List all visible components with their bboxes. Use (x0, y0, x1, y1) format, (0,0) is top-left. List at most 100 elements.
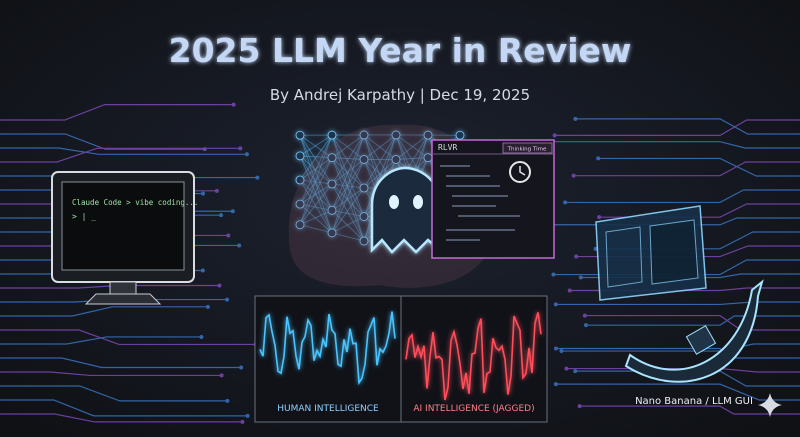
decor (331, 134, 365, 217)
decor (0, 336, 202, 345)
decor (331, 157, 365, 217)
decor (299, 203, 333, 211)
decor (299, 135, 333, 211)
decor (555, 383, 800, 401)
decor (578, 275, 583, 280)
decor (395, 157, 429, 160)
decor (327, 179, 337, 189)
decor (219, 373, 224, 378)
decor (553, 382, 558, 387)
decor (237, 243, 242, 248)
decor (584, 314, 800, 331)
decor (331, 209, 365, 217)
decor (239, 365, 244, 370)
decor (299, 179, 333, 211)
decor (200, 268, 205, 273)
decor (0, 385, 228, 402)
sparkle-icon (758, 393, 782, 417)
decor (0, 147, 241, 163)
decor (299, 183, 333, 226)
decor (579, 405, 800, 415)
decor (295, 151, 305, 161)
decor (299, 155, 333, 211)
decor (363, 134, 397, 160)
decor (225, 398, 230, 403)
decor (327, 153, 337, 163)
decor (299, 155, 333, 159)
decor (331, 187, 365, 211)
decor (391, 130, 401, 140)
ghost (370, 166, 442, 254)
panel-badge: Thinking Time (507, 147, 547, 153)
intelligence-chart: HUMAN INTELLIGENCE AI INTELLIGENCE (JAGG… (254, 295, 548, 423)
decor (0, 104, 234, 121)
decor (331, 232, 365, 242)
decor (0, 133, 205, 150)
decor (331, 187, 365, 234)
decor (359, 130, 369, 140)
decor (299, 135, 333, 234)
decor (331, 134, 365, 160)
decor (582, 313, 587, 318)
decor (331, 183, 365, 242)
decor (217, 283, 222, 288)
decor (255, 175, 260, 180)
decor (205, 304, 210, 309)
decor (573, 116, 578, 121)
decor (327, 228, 337, 238)
decor (299, 157, 333, 225)
byline: By Andrej Karpathy | Dec 19, 2025 (270, 86, 530, 104)
decor (359, 155, 369, 164)
decor (567, 288, 572, 293)
decor (573, 161, 800, 177)
decor (238, 146, 243, 151)
decor (331, 134, 365, 185)
decor (299, 134, 333, 158)
decor (327, 130, 337, 140)
decor (574, 254, 579, 259)
decor (583, 323, 588, 328)
decor (295, 220, 305, 230)
decor (597, 215, 602, 220)
decor (299, 179, 333, 185)
decor (299, 134, 333, 181)
decor (331, 134, 365, 158)
decor (359, 183, 369, 193)
terminal-monitor: Claude Code > vibe coding... > | _ (51, 171, 198, 305)
decor (0, 413, 243, 423)
decor (571, 173, 576, 178)
decor (295, 199, 305, 209)
decor (231, 102, 236, 107)
decor (555, 301, 800, 306)
decor (363, 134, 397, 217)
banana (624, 279, 764, 383)
decor (199, 334, 204, 339)
right-label: AI INTELLIGENCE (JAGGED) (413, 404, 534, 414)
terminal-cursor: > | _ (72, 212, 96, 221)
title: 2025 LLM Year in Review (169, 31, 632, 70)
decor (455, 130, 465, 140)
decor (554, 119, 800, 136)
decor (295, 130, 305, 140)
left-label: HUMAN INTELLIGENCE (277, 404, 379, 414)
decor (363, 159, 397, 189)
decor (230, 209, 235, 214)
decor (573, 369, 578, 374)
decor (331, 183, 365, 189)
decor (0, 357, 242, 369)
decor (245, 413, 250, 418)
decor (559, 349, 564, 354)
decor (0, 147, 247, 155)
decor (331, 157, 365, 160)
decor (565, 189, 800, 204)
decor (331, 134, 365, 189)
decor (295, 175, 305, 185)
decor (299, 134, 333, 205)
decor (0, 399, 248, 417)
decor (423, 130, 433, 140)
decor (596, 156, 601, 161)
decor (564, 366, 569, 371)
decor (225, 297, 230, 302)
decor (0, 329, 256, 346)
